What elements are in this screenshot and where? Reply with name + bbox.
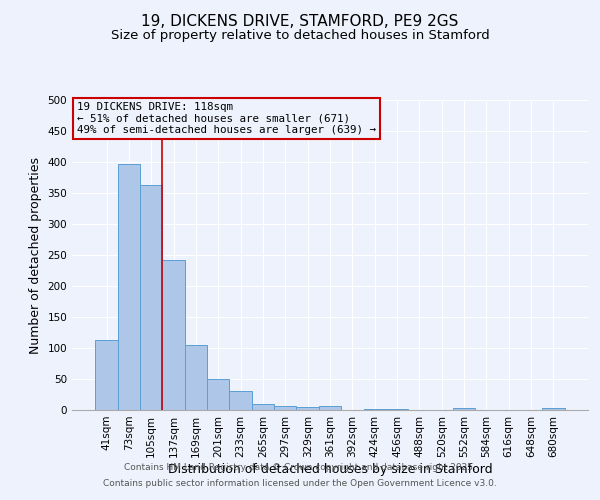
Bar bbox=[185, 345, 207, 410]
Y-axis label: Number of detached properties: Number of detached properties bbox=[29, 156, 42, 354]
Bar bbox=[207, 379, 229, 410]
Bar bbox=[140, 185, 163, 410]
Bar bbox=[95, 340, 118, 410]
Bar bbox=[296, 407, 319, 410]
X-axis label: Distribution of detached houses by size in Stamford: Distribution of detached houses by size … bbox=[167, 462, 493, 475]
Bar bbox=[274, 406, 296, 410]
Bar bbox=[118, 164, 140, 410]
Text: Size of property relative to detached houses in Stamford: Size of property relative to detached ho… bbox=[110, 29, 490, 42]
Text: 19, DICKENS DRIVE, STAMFORD, PE9 2GS: 19, DICKENS DRIVE, STAMFORD, PE9 2GS bbox=[142, 14, 458, 29]
Bar bbox=[229, 392, 252, 410]
Bar bbox=[364, 409, 386, 410]
Bar bbox=[453, 408, 475, 410]
Bar bbox=[163, 260, 185, 410]
Bar bbox=[319, 406, 341, 410]
Bar bbox=[252, 404, 274, 410]
Text: Contains HM Land Registry data © Crown copyright and database right 2025.: Contains HM Land Registry data © Crown c… bbox=[124, 464, 476, 472]
Text: Contains public sector information licensed under the Open Government Licence v3: Contains public sector information licen… bbox=[103, 478, 497, 488]
Text: 19 DICKENS DRIVE: 118sqm
← 51% of detached houses are smaller (671)
49% of semi-: 19 DICKENS DRIVE: 118sqm ← 51% of detach… bbox=[77, 102, 376, 134]
Bar bbox=[542, 408, 565, 410]
